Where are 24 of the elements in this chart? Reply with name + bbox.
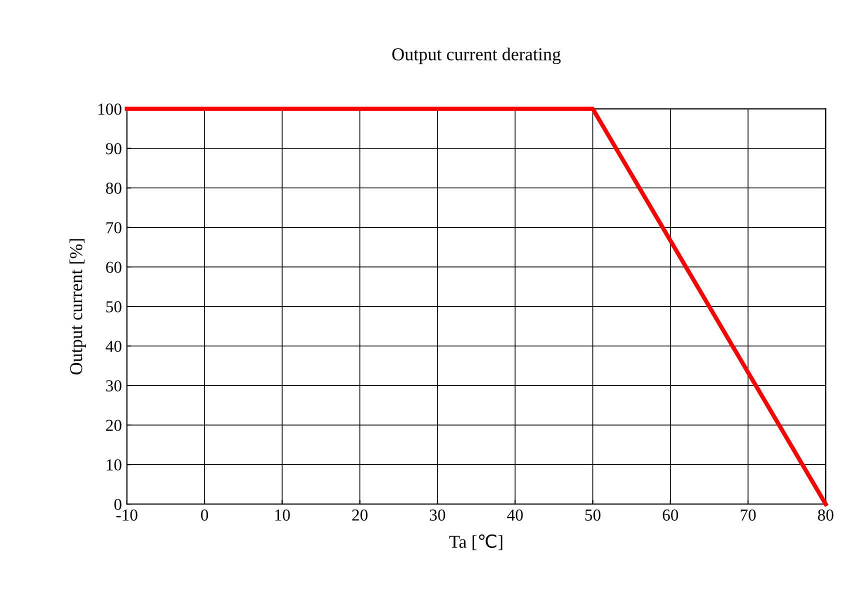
y-tick-label: 70 (106, 222, 122, 234)
x-tick-label: 10 (275, 509, 290, 521)
x-tick-label: -10 (116, 509, 138, 521)
y-tick-label: 60 (106, 262, 122, 273)
x-tick-label: 0 (201, 509, 208, 521)
y-tick-label: 80 (106, 182, 122, 194)
y-tick-label: 30 (106, 380, 122, 392)
x-tick-label: 20 (352, 509, 368, 521)
x-tick-label: 60 (662, 509, 678, 521)
chart-title: Output current derating (392, 48, 561, 64)
y-tick-label: 90 (106, 143, 122, 154)
y-tick-label: 50 (106, 301, 122, 312)
y-tick-label: 100 (98, 104, 122, 115)
x-axis-title: Ta [℃] (449, 534, 502, 550)
x-tick-label: 40 (507, 509, 523, 521)
x-tick-label: 80 (818, 509, 834, 521)
y-tick-label: 40 (106, 340, 122, 352)
y-axis-title: Output current [%] (70, 239, 86, 374)
y-tick-label: 10 (106, 459, 122, 471)
x-tick-label: 30 (430, 509, 446, 521)
y-tick-label: 20 (106, 420, 122, 432)
x-tick-label: 50 (585, 509, 600, 521)
x-tick-label: 70 (740, 509, 756, 521)
y-tick-label: 0 (114, 498, 122, 510)
